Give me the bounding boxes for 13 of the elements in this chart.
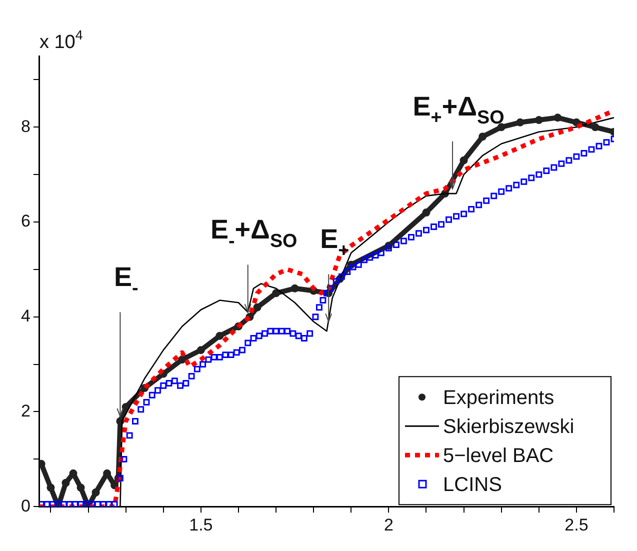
x-tick-label: 2 <box>384 515 394 534</box>
y-tick-label: 6 <box>20 212 30 231</box>
y-tick-label: 8 <box>20 116 30 136</box>
y-tick-label: 0 <box>20 496 30 516</box>
y-tick-label: 4 <box>20 306 30 326</box>
legend-label: 5−level BAC <box>443 445 554 468</box>
annotation: E- <box>114 262 138 300</box>
legend-label: LCINS <box>443 474 502 496</box>
legend-label: Skierbiszewski <box>443 416 574 438</box>
x-tick-label: 2.5 <box>564 515 588 534</box>
x-tick-label: 1.5 <box>189 515 213 534</box>
y-tick-label: 2 <box>20 401 30 420</box>
legend-label: Experiments <box>443 387 554 410</box>
